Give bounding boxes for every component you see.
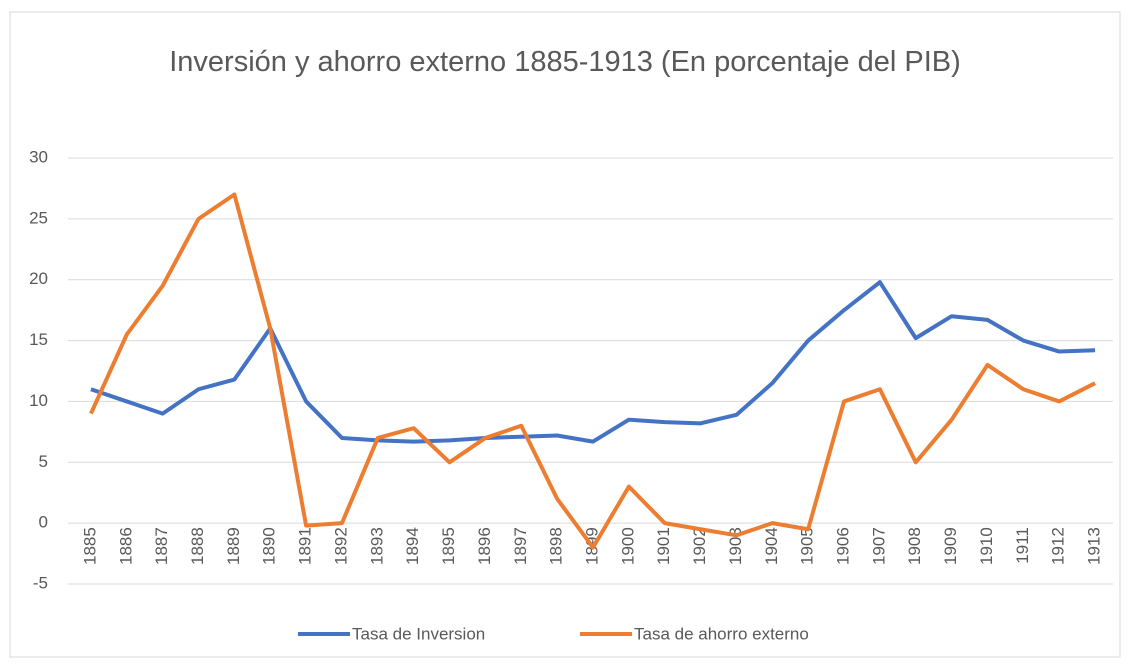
x-tick-label: 1898 bbox=[547, 527, 566, 565]
x-tick-label: 1890 bbox=[260, 527, 279, 565]
x-tick-label: 1908 bbox=[905, 527, 924, 565]
x-tick-label: 1906 bbox=[834, 527, 853, 565]
legend-label: Tasa de Inversion bbox=[352, 624, 485, 643]
x-tick-label: 1892 bbox=[331, 527, 350, 565]
x-tick-label: 1905 bbox=[798, 527, 817, 565]
x-tick-label: 1900 bbox=[618, 527, 637, 565]
x-tick-label: 1904 bbox=[762, 527, 781, 565]
y-tick-label: 25 bbox=[29, 208, 48, 227]
chart-title: Inversión y ahorro externo 1885-1913 (En… bbox=[169, 46, 961, 78]
x-tick-label: 1894 bbox=[403, 527, 422, 565]
y-tick-label: 30 bbox=[29, 147, 48, 166]
data-line bbox=[89, 192, 1096, 550]
x-tick-label: 1887 bbox=[152, 527, 171, 565]
x-tick-label: 1891 bbox=[296, 527, 315, 565]
y-tick-label: 0 bbox=[39, 513, 48, 532]
x-tick-label: 1886 bbox=[116, 527, 135, 565]
x-tick-label: 1901 bbox=[654, 527, 673, 565]
y-tick-label: 20 bbox=[29, 269, 48, 288]
x-tick-label: 1913 bbox=[1085, 527, 1104, 565]
x-tick-label: 1910 bbox=[977, 527, 996, 565]
x-tick-label: 1903 bbox=[726, 527, 745, 565]
y-tick-label: 5 bbox=[39, 452, 48, 471]
x-tick-label: 1909 bbox=[941, 527, 960, 565]
x-tick-label: 1896 bbox=[475, 527, 494, 565]
chart-border bbox=[9, 11, 1121, 658]
x-tick-label: 1897 bbox=[511, 527, 530, 565]
x-tick-label: 1893 bbox=[367, 527, 386, 565]
y-tick-label: 10 bbox=[29, 391, 48, 410]
data-line bbox=[90, 280, 1096, 444]
legend-label: Tasa de ahorro externo bbox=[634, 624, 809, 643]
x-tick-label: 1911 bbox=[1013, 527, 1032, 564]
x-tick-label: 1907 bbox=[869, 527, 888, 565]
x-tick-label: 1902 bbox=[690, 527, 709, 565]
x-tick-label: 1912 bbox=[1049, 527, 1068, 565]
y-tick-label: -5 bbox=[33, 573, 48, 592]
y-tick-label: 15 bbox=[29, 330, 48, 349]
x-tick-label: 1888 bbox=[188, 527, 207, 565]
x-tick-label: 1889 bbox=[224, 527, 243, 565]
x-tick-label: 1895 bbox=[439, 527, 458, 565]
x-tick-label: 1885 bbox=[80, 527, 99, 565]
